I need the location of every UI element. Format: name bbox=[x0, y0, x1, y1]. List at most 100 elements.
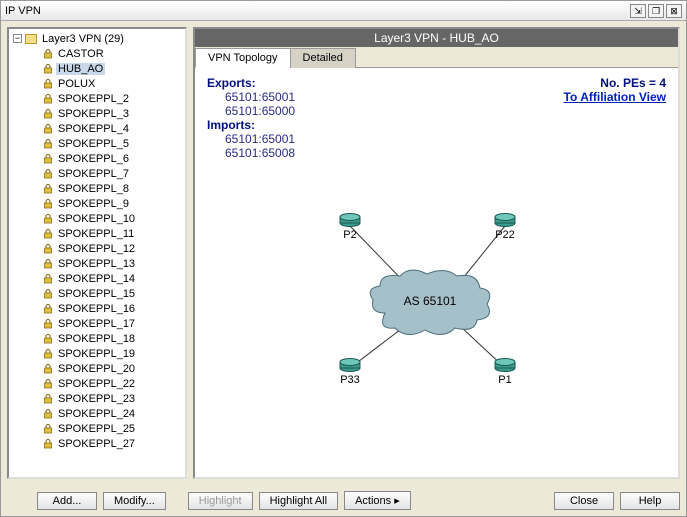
button-bar: Add... Modify... Highlight Highlight All… bbox=[1, 485, 686, 516]
tree-item-label: SPOKEPPL_24 bbox=[56, 408, 137, 420]
as-cloud: AS 65101 bbox=[365, 268, 495, 338]
close-button[interactable]: Close bbox=[554, 492, 614, 510]
modify-button[interactable]: Modify... bbox=[103, 492, 166, 510]
router-icon bbox=[494, 213, 516, 227]
tree-item[interactable]: SPOKEPPL_10 bbox=[13, 211, 185, 226]
dock-icon[interactable]: ⇲ bbox=[630, 4, 646, 18]
tree-item[interactable]: SPOKEPPL_5 bbox=[13, 136, 185, 151]
tree-item[interactable]: SPOKEPPL_18 bbox=[13, 331, 185, 346]
tree-item[interactable]: SPOKEPPL_7 bbox=[13, 166, 185, 181]
router-label: P1 bbox=[485, 374, 525, 386]
import-value: 65101:65001 bbox=[207, 132, 295, 146]
tree-item[interactable]: SPOKEPPL_27 bbox=[13, 436, 185, 451]
tree-item-label: SPOKEPPL_5 bbox=[56, 138, 131, 150]
router-node[interactable]: P22 bbox=[485, 213, 525, 241]
tree-item[interactable]: SPOKEPPL_13 bbox=[13, 256, 185, 271]
lock-icon bbox=[43, 439, 53, 449]
tab-detailed[interactable]: Detailed bbox=[290, 48, 356, 68]
tree-item[interactable]: SPOKEPPL_17 bbox=[13, 316, 185, 331]
lock-icon bbox=[43, 304, 53, 314]
tree-item[interactable]: SPOKEPPL_6 bbox=[13, 151, 185, 166]
actions-button[interactable]: Actions ▸ bbox=[344, 491, 411, 510]
export-value: 65101:65000 bbox=[207, 104, 295, 118]
tree-item[interactable]: SPOKEPPL_4 bbox=[13, 121, 185, 136]
router-node[interactable]: P2 bbox=[330, 213, 370, 241]
tree-item[interactable]: SPOKEPPL_22 bbox=[13, 376, 185, 391]
close-icon[interactable]: ⊠ bbox=[666, 4, 682, 18]
tree-item[interactable]: SPOKEPPL_14 bbox=[13, 271, 185, 286]
cloud-label-text: AS 65101 bbox=[365, 294, 495, 308]
window-title: IP VPN bbox=[5, 5, 628, 17]
tree-item[interactable]: SPOKEPPL_20 bbox=[13, 361, 185, 376]
imports-label: Imports: bbox=[207, 118, 295, 132]
lock-icon bbox=[43, 229, 53, 239]
tree-item-label: SPOKEPPL_16 bbox=[56, 303, 137, 315]
tree-item[interactable]: SPOKEPPL_16 bbox=[13, 301, 185, 316]
tree-item[interactable]: POLUX bbox=[13, 76, 185, 91]
lock-icon bbox=[43, 64, 53, 74]
tree-item[interactable]: HUB_AO bbox=[13, 61, 185, 76]
tree-root-row[interactable]: − Layer3 VPN (29) bbox=[13, 31, 185, 46]
lock-icon bbox=[43, 169, 53, 179]
lock-icon bbox=[43, 184, 53, 194]
tree-item-label: SPOKEPPL_7 bbox=[56, 168, 131, 180]
import-value: 65101:65008 bbox=[207, 146, 295, 160]
tab-vpn-topology[interactable]: VPN Topology bbox=[195, 48, 291, 68]
body: − Layer3 VPN (29) CASTORHUB_AOPOLUXSPOKE… bbox=[1, 21, 686, 485]
tree-item-label: SPOKEPPL_20 bbox=[56, 363, 137, 375]
export-value: 65101:65001 bbox=[207, 90, 295, 104]
tree-item-label: SPOKEPPL_17 bbox=[56, 318, 137, 330]
maximize-icon[interactable]: ❐ bbox=[648, 4, 664, 18]
lock-icon bbox=[43, 79, 53, 89]
lock-icon bbox=[43, 199, 53, 209]
router-label: P22 bbox=[485, 229, 525, 241]
router-label: P33 bbox=[330, 374, 370, 386]
tree-item-label: SPOKEPPL_13 bbox=[56, 258, 137, 270]
tree-item-label: SPOKEPPL_25 bbox=[56, 423, 137, 435]
lock-icon bbox=[43, 379, 53, 389]
tree-item[interactable]: SPOKEPPL_11 bbox=[13, 226, 185, 241]
detail-pane: Layer3 VPN - HUB_AO VPN Topology Detaile… bbox=[193, 27, 680, 479]
lock-icon bbox=[43, 394, 53, 404]
titlebar: IP VPN ⇲ ❐ ⊠ bbox=[1, 1, 686, 21]
lock-icon bbox=[43, 364, 53, 374]
lock-icon bbox=[43, 139, 53, 149]
tree-item-label: SPOKEPPL_19 bbox=[56, 348, 137, 360]
tree-item[interactable]: SPOKEPPL_9 bbox=[13, 196, 185, 211]
lock-icon bbox=[43, 409, 53, 419]
expander-icon[interactable]: − bbox=[13, 34, 22, 43]
tree-item-label: SPOKEPPL_9 bbox=[56, 198, 131, 210]
tree-item[interactable]: SPOKEPPL_24 bbox=[13, 406, 185, 421]
highlight-all-button[interactable]: Highlight All bbox=[259, 492, 338, 510]
exports-label: Exports: bbox=[207, 76, 295, 90]
tree-item-label: SPOKEPPL_10 bbox=[56, 213, 137, 225]
tabs: VPN Topology Detailed bbox=[195, 47, 678, 68]
detail-body: Exports: 65101:65001 65101:65000 Imports… bbox=[195, 68, 678, 477]
tree-item[interactable]: SPOKEPPL_12 bbox=[13, 241, 185, 256]
tree-item-label: SPOKEPPL_11 bbox=[56, 228, 136, 240]
tree-item[interactable]: SPOKEPPL_8 bbox=[13, 181, 185, 196]
add-button[interactable]: Add... bbox=[37, 492, 97, 510]
tree-item[interactable]: SPOKEPPL_19 bbox=[13, 346, 185, 361]
router-node[interactable]: P33 bbox=[330, 358, 370, 386]
tree-item[interactable]: SPOKEPPL_15 bbox=[13, 286, 185, 301]
router-node[interactable]: P1 bbox=[485, 358, 525, 386]
lock-icon bbox=[43, 274, 53, 284]
tree-item[interactable]: SPOKEPPL_25 bbox=[13, 421, 185, 436]
lock-icon bbox=[43, 319, 53, 329]
tree-item[interactable]: SPOKEPPL_3 bbox=[13, 106, 185, 121]
tree-item-label: SPOKEPPL_8 bbox=[56, 183, 131, 195]
tree-item[interactable]: CASTOR bbox=[13, 46, 185, 61]
help-button[interactable]: Help bbox=[620, 492, 680, 510]
folder-icon bbox=[25, 34, 37, 44]
tree-item-label: HUB_AO bbox=[56, 63, 105, 75]
tree-item-label: SPOKEPPL_22 bbox=[56, 378, 137, 390]
tree-item-label: POLUX bbox=[56, 78, 97, 90]
vpn-tree[interactable]: − Layer3 VPN (29) CASTORHUB_AOPOLUXSPOKE… bbox=[7, 27, 187, 479]
detail-header: Layer3 VPN - HUB_AO bbox=[195, 29, 678, 47]
router-icon bbox=[339, 213, 361, 227]
topology-diagram: AS 65101 P2 P22 P33 P1 bbox=[195, 188, 678, 477]
tree-item[interactable]: SPOKEPPL_2 bbox=[13, 91, 185, 106]
affiliation-link[interactable]: To Affiliation View bbox=[564, 90, 666, 104]
tree-item[interactable]: SPOKEPPL_23 bbox=[13, 391, 185, 406]
